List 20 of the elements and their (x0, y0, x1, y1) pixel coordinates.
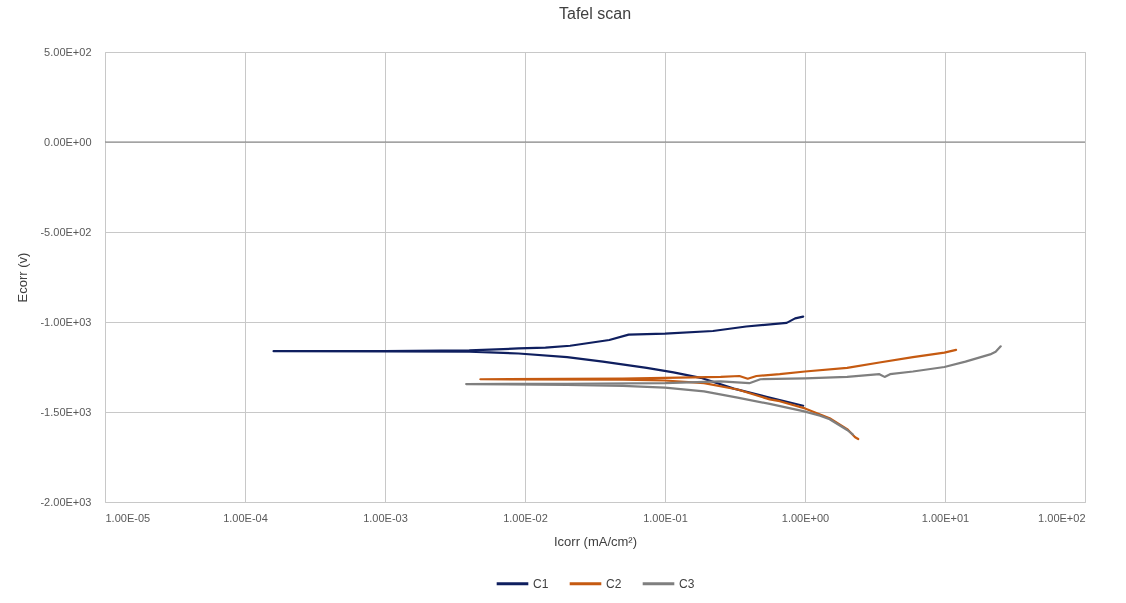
y-tick-label: 0.00E+00 (44, 135, 92, 148)
x-tick-label: 1.00E-03 (363, 511, 408, 524)
y-axis-title: Ecorr (v) (15, 252, 31, 303)
y-tick-label: -1.00E+03 (40, 315, 92, 328)
x-tick-label: 1.00E+00 (781, 511, 830, 524)
x-tick-label: 1.00E+01 (921, 511, 970, 524)
legend-label: C2 (606, 576, 622, 591)
y-tick-label: -1.50E+03 (40, 405, 92, 418)
x-axis-title: Icorr (mA/cm²) (553, 533, 638, 549)
legend-label: C1 (533, 576, 549, 591)
x-tick-label: 1.00E-04 (223, 511, 268, 524)
x-tick-label: 1.00E-05 (105, 511, 151, 524)
x-tick-label: 1.00E-01 (643, 511, 688, 524)
y-tick-label: -2.00E+03 (40, 495, 92, 508)
y-tick-label: 5.00E+02 (44, 45, 92, 58)
x-tick-label: 1.00E-02 (503, 511, 548, 524)
chart-title: Tafel scan (558, 5, 632, 22)
x-tick-label: 1.00E+02 (1038, 511, 1086, 524)
y-tick-label: -5.00E+02 (40, 225, 92, 238)
legend-label: C3 (679, 576, 695, 591)
